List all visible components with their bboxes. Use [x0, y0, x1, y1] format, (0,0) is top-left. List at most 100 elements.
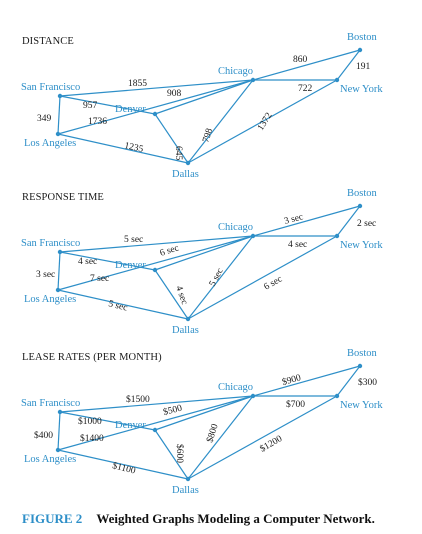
figure-caption: FIGURE 2 Weighted Graphs Modeling a Comp… [22, 510, 375, 527]
weight-chicago-newyork: $700 [286, 399, 305, 410]
edge-la-dallas [57, 289, 189, 320]
city-labels: Boston Chicago San Francisco New York De… [21, 348, 383, 496]
graph-title: RESPONSE TIME [22, 192, 104, 203]
edge-sf-la [57, 95, 61, 135]
edge-denver-chicago [154, 79, 254, 115]
node-newyork [334, 393, 340, 399]
city-label-dallas: Dallas [172, 325, 199, 336]
edge-dallas-chicago [187, 395, 254, 480]
edge-dallas-newyork [187, 79, 338, 164]
weight-chicago-boston: $900 [281, 372, 302, 388]
city-label-denver: Denver [115, 420, 146, 431]
edge-boston-newyork [336, 49, 361, 81]
edge-denver-dallas [154, 269, 189, 320]
edge-sf-chicago [59, 235, 254, 253]
weight-dallas-chicago: 798 [201, 127, 215, 144]
edge-la-chicago [57, 235, 254, 291]
edge-chicago-boston [252, 365, 361, 397]
city-labels: Boston Chicago San Francisco New York De… [21, 188, 383, 336]
weight-sf-denver: 957 [83, 101, 98, 111]
node-newyork [334, 233, 340, 239]
node-chicago [250, 233, 256, 239]
caption-line: FIGURE 2 Weighted Graphs Modeling a Comp… [22, 510, 375, 527]
edge-boston-newyork [336, 205, 361, 237]
edge-la-dallas [57, 133, 189, 164]
graph-response-time: RESPONSE TIME Boston Chicag [21, 188, 383, 336]
city-label-boston: Boston [347, 348, 378, 359]
node-losangeles [55, 131, 61, 137]
weight-denver-dallas: 4 sec [173, 285, 189, 307]
weight-sf-chicago: 1855 [128, 79, 147, 89]
weight-chicago-newyork: 722 [298, 84, 313, 94]
city-label-sanfrancisco: San Francisco [21, 82, 80, 93]
city-label-chicago: Chicago [218, 222, 253, 233]
weight-denver-chicago: $500 [162, 403, 183, 418]
graph-distance: DISTANCE Boston Chicago [21, 32, 383, 180]
city-label-dallas: Dallas [172, 169, 199, 180]
edge-la-chicago [57, 395, 254, 451]
node-denver [152, 111, 158, 117]
node-chicago [250, 77, 256, 83]
edge-sf-chicago [59, 395, 254, 413]
weight-boston-newyork: 2 sec [357, 219, 376, 229]
edge-la-dallas [57, 449, 189, 480]
node-losangeles [55, 287, 61, 293]
city-label-newyork: New York [340, 240, 383, 251]
node-dallas [185, 316, 191, 322]
edges [57, 365, 361, 480]
edge-denver-dallas [154, 113, 189, 164]
weight-la-chicago: 1736 [88, 117, 107, 127]
weight-denver-chicago: 908 [167, 89, 182, 99]
edge-sf-la [57, 411, 61, 451]
figure-label: FIGURE 2 [22, 511, 82, 526]
city-label-losangeles: Los Angeles [24, 454, 76, 465]
edge-weights: $1500 $900 $300 $700 $500 $1000 $400 $14… [34, 372, 377, 476]
node-boston [357, 363, 363, 369]
node-boston [357, 47, 363, 53]
weight-la-dallas: $1100 [111, 460, 137, 476]
weight-denver-dallas: 645 [173, 146, 183, 161]
city-labels: Boston Chicago San Francisco New York De… [21, 32, 383, 180]
weight-sf-denver: 4 sec [78, 257, 97, 267]
weight-boston-newyork: $300 [358, 377, 377, 388]
weight-dallas-newyork: $1200 [258, 433, 284, 455]
weight-sf-la: 349 [37, 114, 52, 124]
weight-sf-chicago: 5 sec [124, 235, 143, 245]
edge-chicago-boston [252, 205, 361, 237]
node-sanfrancisco [57, 409, 63, 415]
graph-lease-rates: LEASE RATES (PER MONTH) Boston [21, 348, 383, 496]
weight-boston-newyork: 191 [356, 62, 371, 72]
edge-dallas-chicago [187, 235, 254, 320]
city-label-denver: Denver [115, 260, 146, 271]
edge-denver-chicago [154, 235, 254, 271]
city-label-dallas: Dallas [172, 485, 199, 496]
city-label-denver: Denver [115, 104, 146, 115]
weight-sf-la: $400 [34, 430, 53, 441]
city-label-chicago: Chicago [218, 66, 253, 77]
edge-weights: 5 sec 3 sec 2 sec 4 sec 6 sec 4 sec 3 se… [36, 212, 376, 313]
weight-la-dallas: 1235 [123, 141, 144, 155]
edge-denver-chicago [154, 395, 254, 431]
city-label-newyork: New York [340, 84, 383, 95]
node-chicago [250, 393, 256, 399]
node-denver [152, 267, 158, 273]
weight-chicago-boston: 3 sec [283, 212, 304, 227]
weight-denver-dallas: $600 [174, 444, 185, 463]
node-newyork [334, 77, 340, 83]
node-boston [357, 203, 363, 209]
weight-la-chicago: $1400 [80, 433, 104, 444]
graph-title: DISTANCE [22, 36, 74, 47]
node-losangeles [55, 447, 61, 453]
city-label-sanfrancisco: San Francisco [21, 238, 80, 249]
edges [57, 205, 361, 320]
nodes [55, 363, 363, 482]
city-label-sanfrancisco: San Francisco [21, 398, 80, 409]
node-dallas [185, 476, 191, 482]
nodes [55, 203, 363, 322]
weight-sf-chicago: $1500 [126, 394, 150, 405]
city-label-chicago: Chicago [218, 382, 253, 393]
city-label-boston: Boston [347, 32, 378, 43]
city-label-losangeles: Los Angeles [24, 138, 76, 149]
node-dallas [185, 160, 191, 166]
